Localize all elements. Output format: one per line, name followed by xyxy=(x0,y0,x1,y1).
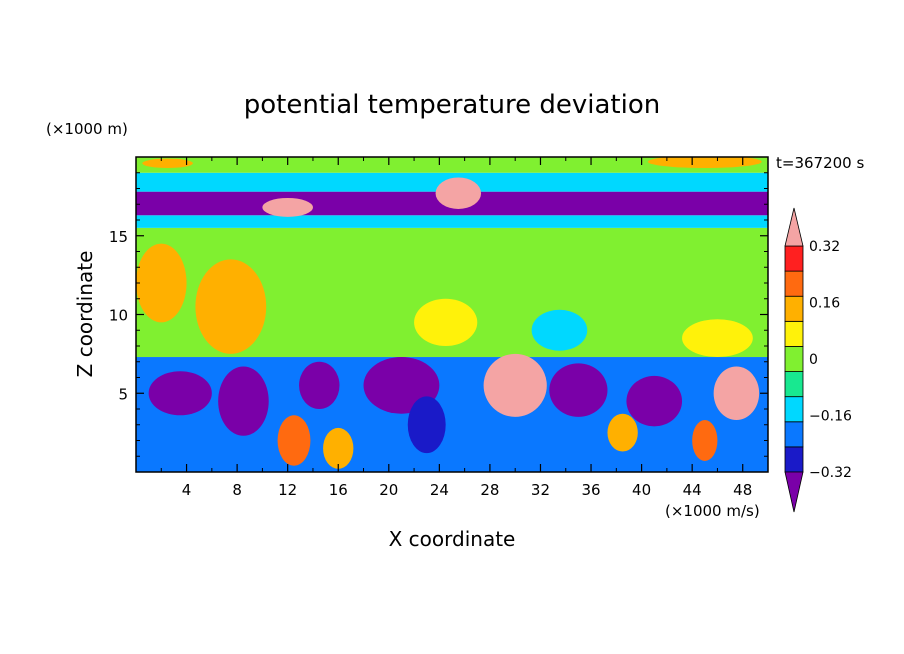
field-feature xyxy=(142,158,193,169)
x-axis: 4 8 12 16 20 24 28 32 36 40 44 48 xyxy=(160,157,752,499)
x-tick-label: 44 xyxy=(683,481,702,499)
x-tick-label: 12 xyxy=(278,481,297,499)
field-feature xyxy=(647,157,762,169)
field-layer xyxy=(136,157,768,173)
colorbar-bin xyxy=(784,245,804,272)
colorbar-tick-label: −0.32 xyxy=(809,465,852,481)
y-tick-label: 5 xyxy=(118,385,128,403)
y-tick-label: 15 xyxy=(109,228,128,246)
x-tick-label: 48 xyxy=(733,481,752,499)
x-axis-label: X coordinate xyxy=(389,527,516,551)
y-unit-label: (×1000 m) xyxy=(46,120,128,138)
field-feature xyxy=(626,375,683,427)
field-feature xyxy=(549,363,608,417)
field-feature xyxy=(218,366,269,436)
field-feature xyxy=(483,353,547,417)
y-axis: 5 10 15 xyxy=(109,172,768,457)
field-feature xyxy=(299,361,340,409)
colorbar-bin xyxy=(784,371,804,398)
field-feature xyxy=(531,309,588,351)
contour-field xyxy=(136,157,768,472)
x-tick-label: 28 xyxy=(480,481,499,499)
x-tick-label: 8 xyxy=(232,481,242,499)
field-feature xyxy=(692,420,718,461)
field-feature xyxy=(262,197,313,217)
field-feature xyxy=(136,243,187,323)
x-tick-label: 40 xyxy=(632,481,651,499)
x-unit-label: (×1000 m/s) xyxy=(665,502,760,520)
colorbar-bin xyxy=(784,346,804,372)
field-feature xyxy=(435,177,482,209)
x-tick-label: 36 xyxy=(581,481,600,499)
colorbar-bin xyxy=(784,396,804,423)
colorbar-bin xyxy=(784,295,804,322)
colorbar-bin xyxy=(784,421,804,448)
colorbar: 0.32 0.16 0 −0.16 −0.32 xyxy=(784,207,852,513)
colorbar-bin xyxy=(784,270,804,297)
colorbar-bin xyxy=(784,446,804,473)
y-tick-label: 10 xyxy=(109,307,128,325)
x-tick-label: 24 xyxy=(430,481,449,499)
field-layer xyxy=(136,215,768,228)
field-feature xyxy=(148,371,212,416)
field-feature xyxy=(407,396,446,454)
field-feature xyxy=(607,413,638,452)
field-feature xyxy=(414,298,478,346)
field-feature xyxy=(323,427,354,469)
time-label: t=367200 s xyxy=(776,154,864,172)
y-axis-label: Z coordinate xyxy=(73,251,97,378)
chart-title: potential temperature deviation xyxy=(244,90,660,120)
colorbar-tick-label: 0.32 xyxy=(809,239,840,255)
x-tick-label: 16 xyxy=(329,481,348,499)
colorbar-tick-label: −0.16 xyxy=(809,409,852,425)
colorbar-max-triangle xyxy=(784,207,804,247)
colorbar-min-triangle xyxy=(784,471,804,513)
x-tick-label: 20 xyxy=(379,481,398,499)
field-feature xyxy=(277,415,311,466)
field-feature xyxy=(682,319,753,358)
colorbar-bin xyxy=(784,320,804,347)
x-tick-label: 4 xyxy=(182,481,192,499)
colorbar-tick-label: 0 xyxy=(809,352,818,368)
field-feature xyxy=(195,259,267,354)
field-feature xyxy=(713,366,760,421)
x-tick-label: 32 xyxy=(531,481,550,499)
colorbar-tick-label: 0.16 xyxy=(809,296,840,312)
